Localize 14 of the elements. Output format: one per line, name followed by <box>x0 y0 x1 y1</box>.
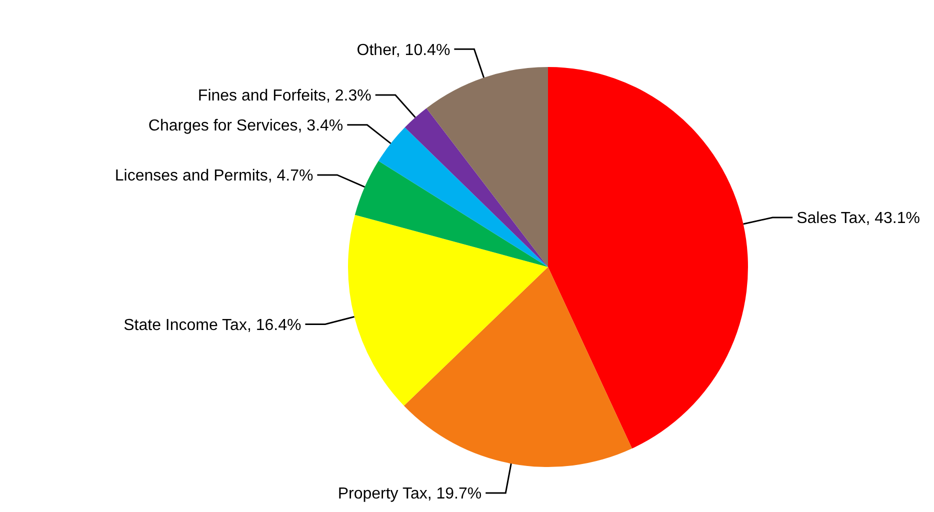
slice-label: Property Tax, 19.7% <box>338 486 482 503</box>
pie-slice <box>426 67 548 267</box>
pie-slice <box>404 108 548 267</box>
pie-slice <box>354 160 548 267</box>
pie-slice <box>348 214 548 406</box>
slice-label: Other, 10.4% <box>356 42 450 59</box>
pie-slice <box>378 127 548 267</box>
slice-label: Charges for Services, 3.4% <box>148 117 344 134</box>
pie-slice <box>404 267 632 467</box>
slice-label: Licenses and Permits, 4.7% <box>114 168 314 185</box>
pie-slice <box>548 67 748 448</box>
slice-label: Fines and Forfeits, 2.3% <box>198 88 372 105</box>
slice-label: Sales Tax, 43.1% <box>796 210 920 228</box>
slice-label: State Income Tax, 16.4% <box>124 316 302 334</box>
